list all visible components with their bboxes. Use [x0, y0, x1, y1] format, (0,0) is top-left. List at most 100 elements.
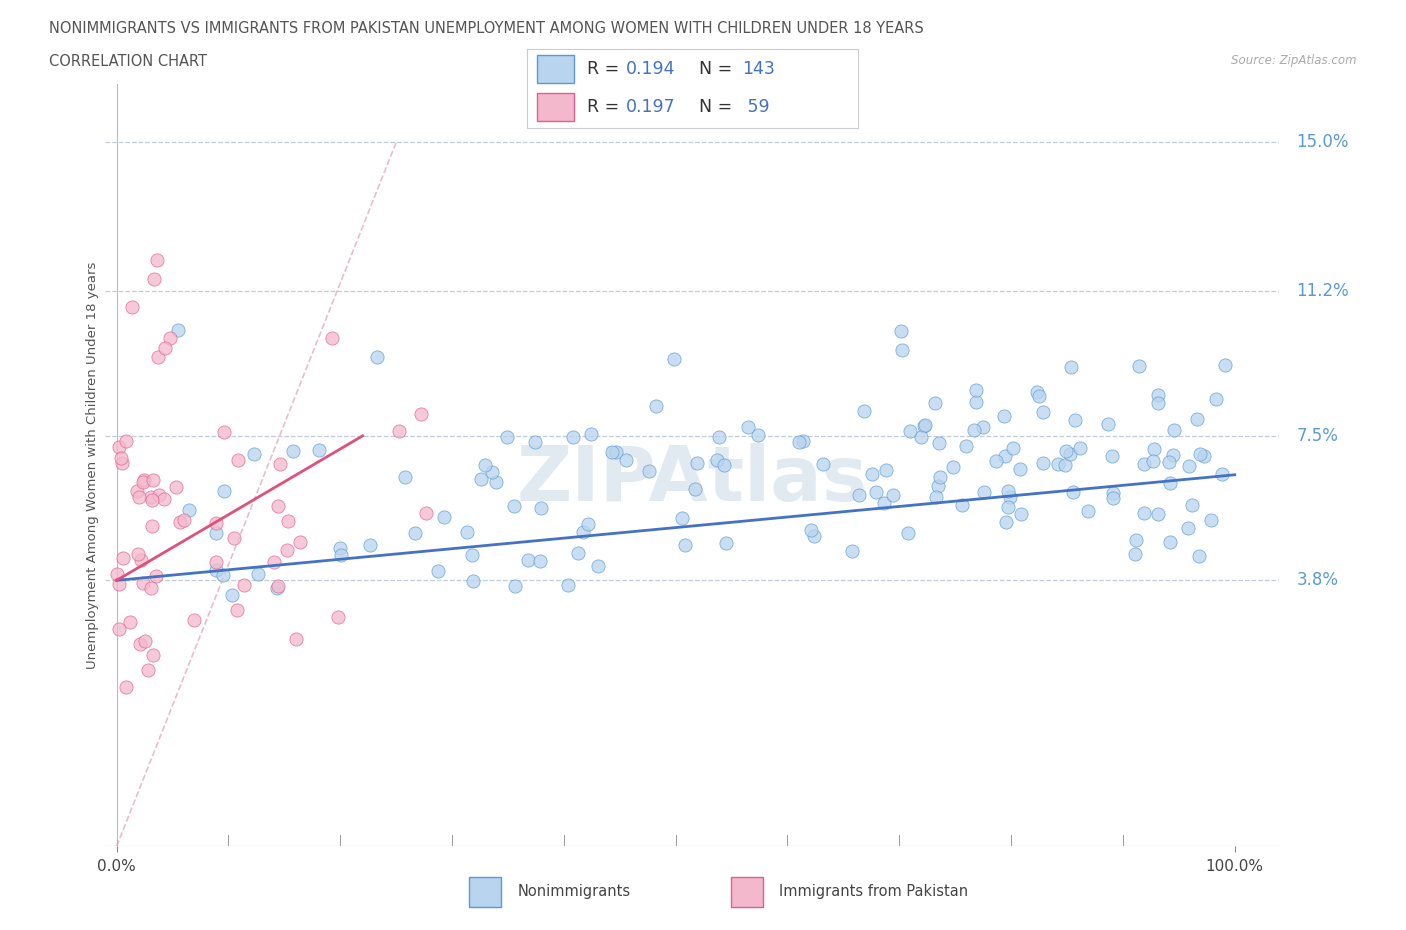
Point: [873, 496, 896, 511]
Text: 0.194: 0.194: [627, 60, 676, 78]
Bar: [731, 877, 763, 908]
Point: [470, 472, 492, 486]
Point: [1001, 441, 1024, 456]
Point: [276, 543, 298, 558]
Point: [394, 470, 416, 485]
Point: [1101, 490, 1123, 505]
Point: [112, 551, 135, 565]
Point: [683, 482, 706, 497]
Point: [571, 525, 593, 539]
Point: [841, 544, 863, 559]
Text: 15.0%: 15.0%: [1296, 133, 1348, 152]
Point: [581, 426, 603, 441]
Point: [145, 252, 167, 267]
Point: [1101, 448, 1123, 463]
Point: [605, 445, 627, 459]
Point: [404, 525, 426, 540]
Point: [326, 610, 349, 625]
Point: [132, 474, 155, 489]
Point: [165, 479, 187, 494]
Text: 0.197: 0.197: [627, 98, 676, 115]
Point: [673, 538, 696, 552]
Point: [1143, 442, 1166, 457]
Point: [576, 517, 599, 532]
Point: [1046, 457, 1069, 472]
Point: [142, 648, 165, 663]
Point: [898, 423, 921, 438]
Point: [787, 435, 810, 450]
Point: [747, 427, 769, 442]
Point: [1097, 417, 1119, 432]
Point: [662, 352, 685, 366]
Point: [222, 530, 245, 545]
Point: [638, 464, 661, 479]
Point: [1032, 405, 1054, 419]
Point: [127, 547, 149, 562]
Point: [600, 445, 623, 459]
Point: [1102, 485, 1125, 500]
Point: [645, 399, 668, 414]
Bar: [537, 55, 574, 84]
Point: [142, 272, 165, 286]
Text: Immigrants from Pakistan: Immigrants from Pakistan: [779, 884, 969, 899]
Point: [148, 487, 170, 502]
Point: [927, 478, 949, 493]
Point: [125, 484, 148, 498]
Point: [177, 502, 200, 517]
Point: [495, 429, 517, 444]
Point: [277, 514, 299, 529]
Text: R =: R =: [586, 98, 624, 115]
Point: [1062, 485, 1084, 499]
Point: [183, 613, 205, 628]
Point: [925, 489, 948, 504]
Point: [1063, 412, 1085, 427]
Point: [145, 568, 167, 583]
Point: [1008, 462, 1031, 477]
Point: [914, 418, 936, 432]
Point: [910, 430, 932, 445]
Point: [141, 472, 163, 487]
Point: [1077, 503, 1099, 518]
Point: [1177, 521, 1199, 536]
Point: [614, 453, 637, 468]
Point: [1147, 507, 1170, 522]
Y-axis label: Unemployment Among Women with Children Under 18 years: Unemployment Among Women with Children U…: [86, 261, 98, 669]
Text: R =: R =: [586, 60, 624, 78]
Point: [986, 454, 1008, 469]
Point: [737, 420, 759, 435]
Point: [530, 500, 553, 515]
Point: [205, 526, 228, 541]
Point: [173, 513, 195, 528]
Text: NONIMMIGRANTS VS IMMIGRANTS FROM PAKISTAN UNEMPLOYMENT AMONG WOMEN WITH CHILDREN: NONIMMIGRANTS VS IMMIGRANTS FROM PAKISTA…: [49, 21, 924, 36]
Point: [1185, 412, 1208, 427]
Point: [924, 395, 946, 410]
Point: [283, 444, 305, 458]
Point: [1188, 549, 1211, 564]
Point: [1205, 392, 1227, 406]
Point: [485, 474, 508, 489]
Point: [167, 323, 190, 338]
Point: [321, 331, 343, 346]
Point: [225, 603, 247, 618]
Point: [388, 424, 411, 439]
Point: [685, 456, 707, 471]
Point: [1178, 458, 1201, 473]
Point: [1157, 455, 1180, 470]
Point: [586, 559, 609, 574]
Point: [912, 418, 935, 433]
Point: [481, 465, 503, 480]
Point: [973, 485, 995, 499]
Point: [121, 299, 143, 314]
Point: [204, 555, 226, 570]
Point: [848, 488, 870, 503]
Text: N =: N =: [699, 98, 738, 115]
Point: [212, 484, 235, 498]
Point: [111, 456, 134, 471]
Point: [972, 419, 994, 434]
Point: [461, 548, 484, 563]
Text: 59: 59: [742, 98, 769, 115]
Point: [108, 622, 131, 637]
Point: [107, 566, 129, 581]
Point: [1147, 388, 1170, 403]
Point: [1161, 447, 1184, 462]
